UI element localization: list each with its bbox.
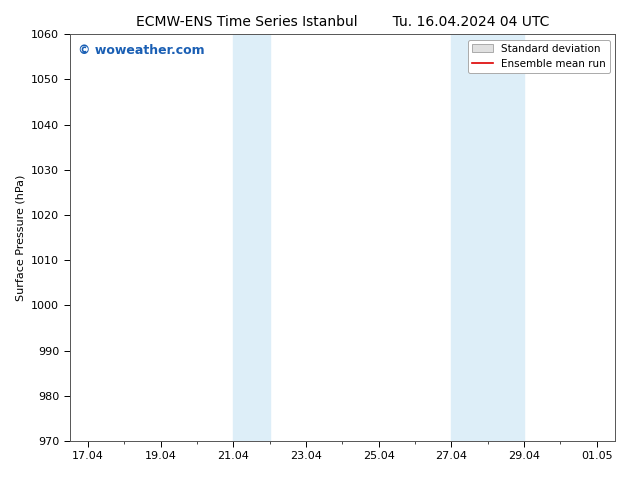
Text: © woweather.com: © woweather.com [78,45,205,57]
Bar [451,34,524,441]
Y-axis label: Surface Pressure (hPa): Surface Pressure (hPa) [16,174,25,301]
Bar [233,34,269,441]
Legend: Standard deviation, Ensemble mean run: Standard deviation, Ensemble mean run [467,40,610,73]
Title: ECMW-ENS Time Series Istanbul        Tu. 16.04.2024 04 UTC: ECMW-ENS Time Series Istanbul Tu. 16.04.… [136,15,549,29]
